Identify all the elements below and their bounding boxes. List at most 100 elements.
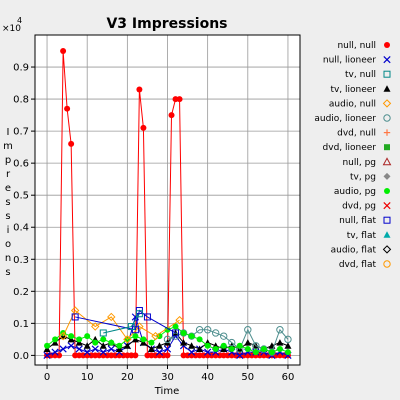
legend-item: tv, flat <box>347 231 391 241</box>
data-point <box>76 336 83 343</box>
legend-label: dvd, null <box>337 129 376 139</box>
data-point <box>196 336 203 343</box>
legend-label: tv, lioneer <box>330 85 376 95</box>
data-point <box>220 332 228 340</box>
y-multiplier-base: ×10 <box>2 24 21 34</box>
data-point <box>212 345 219 352</box>
legend-item: dvd, null <box>337 129 391 139</box>
data-point <box>151 331 160 341</box>
data-point <box>148 339 155 346</box>
legend-item: null, null <box>337 41 390 51</box>
x-tick-label: 30 <box>161 372 174 383</box>
data-point <box>204 348 212 356</box>
data-point <box>123 335 132 344</box>
y-axis-label-char: o <box>5 239 11 250</box>
data-point <box>196 345 204 352</box>
data-point <box>100 336 107 343</box>
legend-item: audio, flat <box>331 245 392 255</box>
series <box>58 306 184 344</box>
y-axis-label-char: n <box>5 253 11 264</box>
data-point <box>52 336 59 343</box>
x-tick-label: 40 <box>201 372 214 383</box>
legend-item: dvd, flat <box>339 260 391 270</box>
data-point <box>43 351 51 360</box>
data-point <box>44 342 51 349</box>
data-point <box>188 333 195 340</box>
legend-marker <box>383 260 391 268</box>
data-point <box>99 329 107 337</box>
legend-marker <box>384 42 390 48</box>
y-tick-label: 0.7 <box>13 127 29 138</box>
data-point <box>187 332 196 340</box>
data-point <box>127 323 135 331</box>
data-point <box>168 112 175 119</box>
data-point <box>83 342 91 349</box>
data-point <box>164 352 171 359</box>
data-point <box>135 322 144 331</box>
data-point <box>107 345 115 353</box>
data-point <box>143 313 151 321</box>
data-point <box>252 342 260 350</box>
x-tick-label: 0 <box>44 372 50 383</box>
data-point <box>180 339 188 346</box>
data-point <box>155 342 163 349</box>
data-point <box>91 345 99 353</box>
legend-marker <box>383 55 391 64</box>
data-point <box>163 345 172 353</box>
data-point <box>108 339 115 346</box>
data-point <box>260 345 268 353</box>
data-point <box>67 342 75 350</box>
y-axis: 0.0 0.1 0.2 0.3 0.4 0.5 0.6 0.7 0.8 0.9 <box>13 63 35 362</box>
data-point <box>244 339 252 346</box>
data-point <box>252 349 259 356</box>
data-point <box>83 348 91 356</box>
legend-item: audio, lioneer <box>314 114 391 124</box>
data-point <box>58 331 68 341</box>
data-point <box>163 335 172 344</box>
legend-label: tv, null <box>345 70 376 80</box>
y-tick-label: 0.4 <box>13 223 29 234</box>
legend-marker <box>382 99 392 108</box>
legend-label: audio, pg <box>334 187 376 197</box>
data-point <box>284 349 291 356</box>
data-point <box>236 342 243 349</box>
data-point <box>188 342 196 349</box>
data-point <box>64 105 71 112</box>
legend-label: null, null <box>337 41 376 51</box>
x-axis-label: Time <box>154 386 179 397</box>
legend-label: dvd, lioneer <box>323 143 377 153</box>
legend-label: dvd, pg <box>342 202 376 212</box>
y-tick-label: 0.5 <box>13 191 29 202</box>
data-point <box>164 326 171 333</box>
legend-marker <box>383 172 391 180</box>
series-line <box>62 309 180 341</box>
data-point <box>116 342 123 349</box>
data-point <box>132 333 139 340</box>
legend-label: tv, flat <box>347 231 377 241</box>
legend-item: dvd, lioneer <box>323 143 390 153</box>
y-multiplier: ×10 4 <box>2 16 22 34</box>
legend-item: null, flat <box>339 216 391 226</box>
data-point <box>75 345 83 353</box>
y-tick-label: 0.0 <box>13 351 29 362</box>
legend-item: audio, pg <box>334 187 390 197</box>
legend-marker <box>383 114 391 122</box>
legend-marker <box>383 70 391 78</box>
data-point <box>107 312 116 322</box>
x-tick-label: 60 <box>282 372 295 383</box>
data-point <box>123 342 131 349</box>
series-line <box>103 313 140 334</box>
data-point <box>84 333 91 340</box>
data-point <box>187 348 196 356</box>
y-tick-label: 0.6 <box>13 159 29 170</box>
x-tick-label: 10 <box>81 372 94 383</box>
data-point <box>51 348 59 356</box>
y-tick-label: 0.9 <box>13 63 29 74</box>
legend-label: null, flat <box>339 216 376 226</box>
legend-item: null, pg <box>342 157 392 168</box>
data-point <box>276 339 284 346</box>
y-axis-label-char: p <box>5 155 11 166</box>
data-point <box>140 124 147 131</box>
legend-marker <box>383 216 391 224</box>
y-axis-label-char: r <box>6 169 11 180</box>
